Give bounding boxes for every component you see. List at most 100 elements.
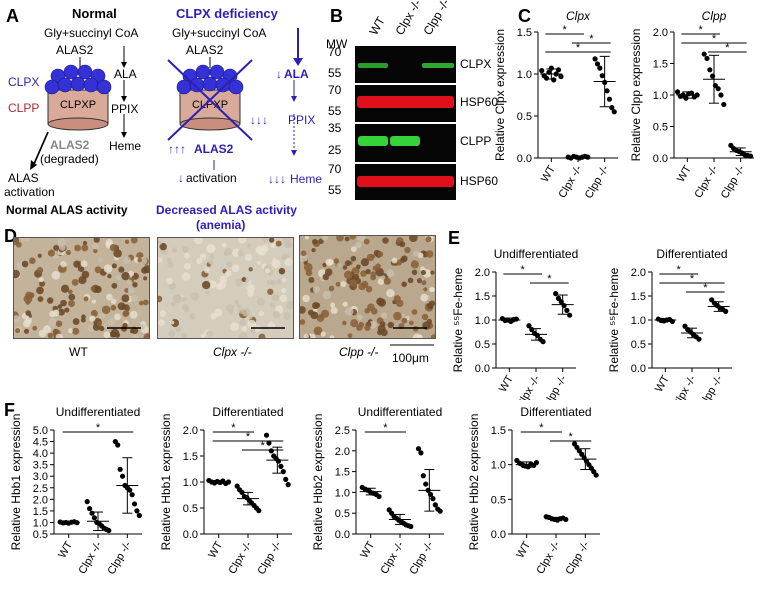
cell bbox=[111, 263, 117, 269]
y-tick-label: 1.5 bbox=[653, 59, 668, 71]
significance-star: * bbox=[383, 422, 388, 434]
y-tick-label: 1.5 bbox=[631, 291, 646, 303]
cell bbox=[401, 317, 408, 324]
cell bbox=[360, 270, 367, 277]
data-point bbox=[119, 473, 126, 479]
cell bbox=[380, 275, 386, 281]
cell bbox=[303, 263, 313, 272]
cell bbox=[57, 304, 63, 309]
cell bbox=[57, 238, 66, 247]
cell bbox=[300, 254, 308, 263]
panel-b-letter: B bbox=[330, 6, 343, 26]
cell bbox=[386, 269, 395, 278]
x-tick-label: Clpp -/- bbox=[106, 539, 135, 577]
cell bbox=[324, 268, 333, 276]
cell bbox=[53, 244, 60, 251]
cell bbox=[275, 240, 282, 247]
x-tick-label: Clpx -/- bbox=[670, 373, 698, 400]
cell bbox=[96, 321, 102, 327]
cell bbox=[329, 335, 335, 338]
cell bbox=[25, 310, 32, 316]
cell bbox=[200, 333, 206, 338]
cell bbox=[48, 318, 58, 327]
data-point bbox=[696, 336, 702, 342]
y-tick-label: 1.0 bbox=[183, 477, 198, 489]
significance-star: * bbox=[569, 431, 574, 443]
cell bbox=[139, 323, 146, 330]
cell bbox=[107, 317, 116, 326]
data-point bbox=[430, 496, 436, 502]
cell bbox=[60, 284, 70, 293]
data-point bbox=[721, 101, 727, 108]
x-tick-label: Clpx -/- bbox=[556, 163, 584, 200]
deficiency-substrate: Gly+succinyl CoA bbox=[172, 26, 266, 40]
cell bbox=[82, 240, 88, 246]
cell bbox=[375, 267, 384, 277]
cell bbox=[103, 264, 113, 273]
y-tick-label: 3.5 bbox=[33, 460, 48, 472]
cell bbox=[344, 236, 350, 242]
up-arrows-alas2: ↑↑↑ bbox=[168, 142, 186, 156]
cell bbox=[158, 319, 165, 327]
cell bbox=[368, 320, 377, 329]
chart-title: Differentiated bbox=[212, 405, 283, 419]
cell bbox=[267, 288, 274, 295]
data-point bbox=[543, 75, 550, 81]
cell bbox=[247, 243, 252, 248]
x-tick-label: Clpx -/- bbox=[534, 539, 562, 576]
cell bbox=[407, 277, 414, 284]
cell bbox=[336, 236, 344, 242]
cell bbox=[159, 310, 167, 317]
cell bbox=[430, 270, 435, 275]
cell bbox=[110, 304, 117, 311]
panel-c-letter-wrap: C bbox=[518, 6, 531, 26]
cell bbox=[266, 278, 273, 286]
y-tick-label: 0.0 bbox=[183, 529, 198, 541]
cell bbox=[257, 260, 262, 265]
y-tick-label: 1.5 bbox=[183, 451, 198, 463]
data-point bbox=[432, 502, 438, 508]
cell bbox=[356, 314, 363, 321]
cell bbox=[67, 328, 73, 334]
data-point bbox=[87, 505, 93, 512]
cell bbox=[312, 285, 320, 293]
cell bbox=[55, 333, 63, 338]
cell bbox=[322, 290, 332, 300]
cell bbox=[137, 258, 142, 263]
cell bbox=[77, 265, 85, 273]
cell bbox=[262, 238, 269, 242]
significance-star: * bbox=[589, 33, 594, 45]
complex-label-normal: CLPXP bbox=[60, 99, 96, 111]
cell bbox=[321, 236, 329, 241]
deficiency-footer-2: (anemia) bbox=[196, 218, 245, 232]
cell bbox=[114, 332, 121, 338]
blot-label-clpp: CLPP bbox=[460, 134, 491, 148]
data-point bbox=[283, 476, 289, 482]
panel-f-letter: F bbox=[4, 400, 15, 420]
cell bbox=[237, 303, 242, 308]
cell bbox=[143, 276, 148, 281]
cell bbox=[118, 266, 125, 273]
data-point bbox=[593, 472, 599, 478]
cell bbox=[247, 319, 257, 329]
cell bbox=[258, 310, 265, 317]
cell bbox=[342, 265, 348, 270]
cell bbox=[142, 299, 149, 306]
y-tick-label: 5.0 bbox=[33, 425, 48, 437]
cell bbox=[285, 300, 293, 310]
cell bbox=[25, 317, 33, 324]
cell bbox=[365, 268, 371, 275]
cell bbox=[97, 257, 103, 263]
cell bbox=[264, 268, 271, 274]
data-point bbox=[555, 67, 562, 73]
deficiency-alas2: ALAS2 bbox=[194, 142, 234, 156]
mw-clpp-35: 35 bbox=[328, 121, 342, 135]
scale-bar-label: 100μm bbox=[392, 351, 429, 365]
cell bbox=[109, 243, 118, 252]
cell bbox=[224, 248, 232, 256]
chart-title: Undifferentiated bbox=[358, 405, 443, 419]
band-clpp-clpx bbox=[390, 136, 420, 146]
cell bbox=[72, 318, 80, 325]
down-arrows-ppix: ↓↓↓ bbox=[250, 113, 268, 127]
cell bbox=[36, 267, 44, 274]
